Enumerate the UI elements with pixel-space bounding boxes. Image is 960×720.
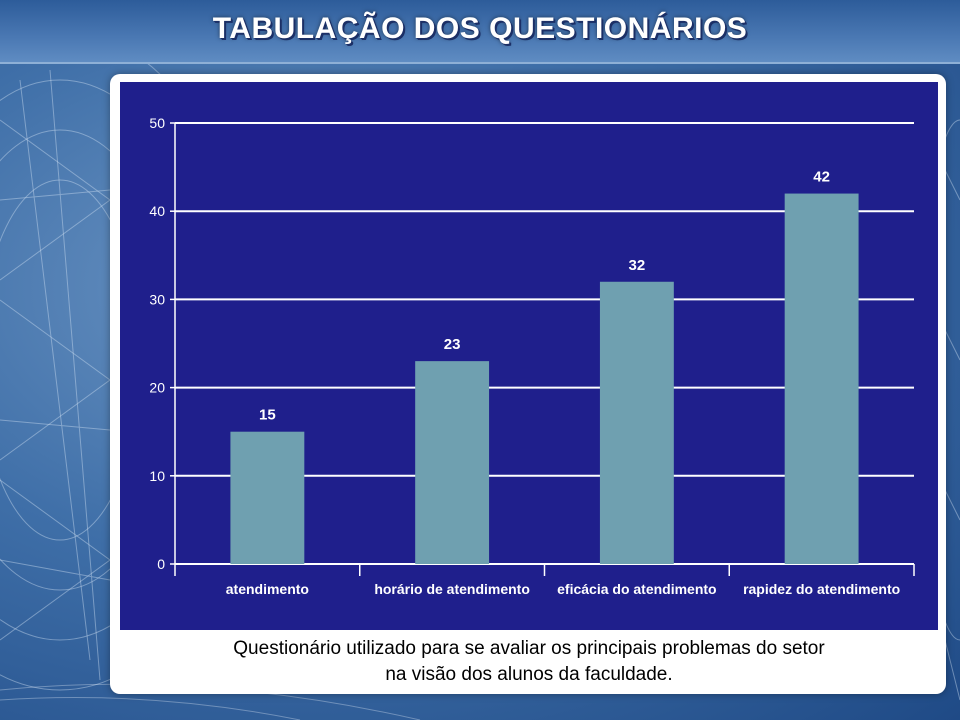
data-label: 42 [813, 169, 830, 186]
y-tick-label: 40 [149, 203, 165, 219]
bar-chart: 0 10 20 30 40 50 15 atendimento 23 horário de ate… [149, 115, 915, 597]
data-label: 23 [444, 336, 461, 353]
y-tick-label: 50 [149, 115, 165, 131]
data-label: 32 [629, 257, 646, 274]
category-label: rapidez do atendimento [743, 581, 900, 597]
data-label: 15 [259, 407, 276, 424]
y-tick-label: 30 [149, 291, 165, 307]
category-label: eficácia do atendimento [557, 581, 716, 597]
caption-line-1: Questionário utilizado para se avaliar o… [233, 638, 825, 659]
title-bar: TABULAÇÃO DOS QUESTIONÁRIOS [0, 0, 960, 64]
bar-4 [784, 193, 859, 564]
bar-1 [230, 431, 305, 564]
category-label: horário de atendimento [374, 581, 530, 597]
y-tick-label: 0 [157, 556, 165, 572]
y-tick-label: 10 [149, 468, 165, 484]
bar-3 [599, 281, 674, 564]
chart-area: 0 10 20 30 40 50 15 atendimento 23 horário de ate… [120, 82, 938, 630]
category-label: atendimento [226, 581, 309, 597]
caption: Questionário utilizado para se avaliar o… [120, 636, 938, 688]
caption-line-2: na visão dos alunos da faculdade. [385, 664, 673, 685]
content-panel: 0 10 20 30 40 50 15 atendimento 23 horário de ate… [110, 74, 946, 694]
bar-2 [415, 361, 490, 564]
page-title: TABULAÇÃO DOS QUESTIONÁRIOS [212, 12, 748, 45]
y-tick-label: 20 [149, 380, 165, 396]
